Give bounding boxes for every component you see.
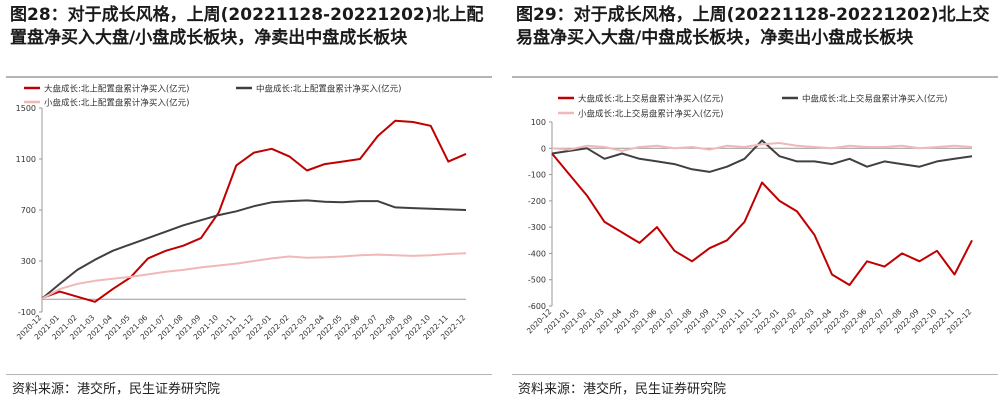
series-line-1 bbox=[41, 119, 467, 303]
series-line-2 bbox=[551, 139, 973, 173]
legend-label-1: 大盘成长:北上交易盘累计净买入(亿元) bbox=[578, 94, 724, 105]
legend-label-1: 大盘成长:北上配置盘累计净买入(亿元) bbox=[44, 84, 190, 95]
legend-label-3: 小盘成长:北上交易盘累计净买入(亿元) bbox=[578, 109, 724, 120]
figure-29: 图29：对于成长风格，上周(20221128-20221202)北上交易盘净买入… bbox=[512, 0, 1002, 403]
source-note: 资料来源：港交所，民生证券研究院 bbox=[12, 382, 221, 397]
legend-label-3: 小盘成长:北上配置盘累计净买入(亿元) bbox=[44, 98, 190, 109]
title-rule bbox=[6, 76, 492, 78]
y-tick-label: -200 bbox=[528, 197, 546, 206]
y-tick-label: -600 bbox=[528, 302, 546, 311]
source-note: 资料来源：港交所，民生证券研究院 bbox=[518, 382, 727, 397]
figure-title: 图29：对于成长风格，上周(20221128-20221202)北上交易盘净买入… bbox=[516, 5, 990, 48]
series-line-2 bbox=[41, 199, 467, 300]
legend-label-2: 中盘成长:北上配置盘累计净买入(亿元) bbox=[256, 84, 402, 95]
series-line-3 bbox=[551, 142, 973, 152]
source-rule bbox=[512, 374, 998, 375]
y-tick-label: 100 bbox=[531, 118, 546, 127]
y-tick-label: 300 bbox=[21, 257, 36, 266]
line-chart-configured-flows: 大盘成长:北上配置盘累计净买入(亿元) 中盘成长:北上配置盘累计净买入(亿元) 小盘… bbox=[15, 84, 468, 342]
line-chart-trading-flows: 大盘成长:北上交易盘累计净买入(亿元) 中盘成长:北上交易盘累计净买入(亿元) 小盘… bbox=[525, 94, 974, 336]
figure-title: 图28：对于成长风格，上周(20221128-20221202)北上配置盘净买入… bbox=[10, 5, 484, 48]
figure-28: 图28：对于成长风格，上周(20221128-20221202)北上配置盘净买入… bbox=[6, 0, 496, 403]
y-tick-label: -100 bbox=[528, 171, 546, 180]
y-tick-label: 0 bbox=[541, 144, 546, 153]
y-tick-label: -100 bbox=[18, 308, 36, 317]
source-rule bbox=[6, 374, 492, 375]
y-tick-label: -400 bbox=[528, 249, 546, 258]
legend-label-2: 中盘成长:北上交易盘累计净买入(亿元) bbox=[802, 94, 948, 105]
title-rule bbox=[512, 76, 998, 78]
y-tick-label: 700 bbox=[21, 206, 36, 215]
series-line-1 bbox=[551, 152, 973, 286]
series-line-3 bbox=[41, 252, 467, 300]
y-tick-label: -300 bbox=[528, 223, 546, 232]
y-tick-label: 1100 bbox=[16, 155, 36, 164]
y-tick-label: 1500 bbox=[16, 104, 36, 113]
y-tick-label: -500 bbox=[528, 276, 546, 285]
